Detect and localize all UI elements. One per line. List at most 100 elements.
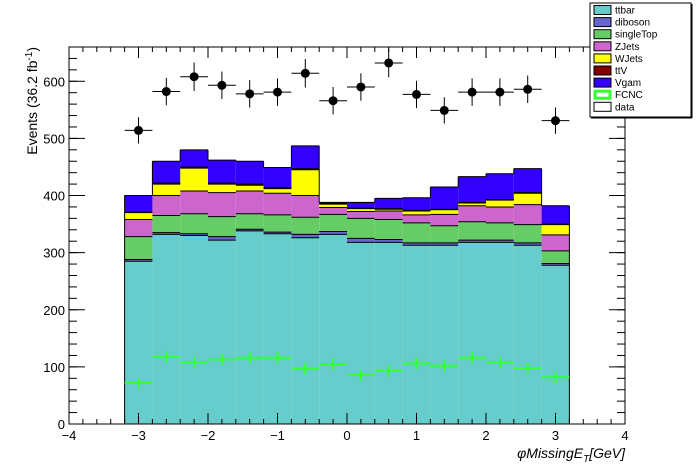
- data-marker-2: [189, 72, 199, 82]
- fcnc-marker-3: [208, 353, 236, 366]
- bar-ZJets-9: [374, 210, 403, 220]
- bar-Vgam-13: [486, 173, 514, 200]
- legend-entry-ttbar: ttbar: [593, 5, 636, 17]
- bar-ZJets-6: [291, 195, 320, 218]
- fcnc-marker-2: [180, 356, 208, 369]
- bar-singleTop-11: [430, 225, 459, 243]
- data-marker-11: [439, 105, 449, 115]
- bar-WJets-6: [291, 169, 320, 196]
- bar-diboson-5: [263, 232, 292, 234]
- bar-ttV-2: [180, 166, 208, 169]
- data-point-15: [541, 107, 570, 134]
- bar-ttbar-7: [319, 234, 347, 424]
- bar-WJets-0: [124, 212, 153, 220]
- legend-label-Vgam: Vgam: [615, 78, 641, 89]
- fcnc-markers: [124, 351, 570, 389]
- bar-ttV-1: [152, 182, 181, 185]
- bar-diboson-13: [486, 240, 514, 243]
- data-points: [124, 48, 570, 144]
- bar-singleTop-6: [291, 217, 320, 235]
- bar-diboson-12: [458, 240, 486, 243]
- data-point-1: [152, 77, 181, 106]
- bar-singleTop-4: [235, 213, 264, 230]
- x-title-sub: T: [583, 454, 590, 465]
- bar-ZJets-2: [180, 190, 208, 214]
- bar-WJets-8: [347, 208, 375, 212]
- bar-WJets-2: [180, 168, 208, 191]
- bar-ZJets-1: [152, 195, 181, 216]
- bar-diboson-6: [291, 234, 320, 238]
- data-marker-5: [273, 87, 282, 97]
- data-marker-10: [412, 89, 421, 99]
- y-tick-label-6: 600: [43, 74, 65, 89]
- legend-label-FCNC: FCNC: [615, 90, 643, 101]
- legend-entry-singleTop: singleTop: [593, 29, 658, 41]
- bar-Vgam-6: [291, 145, 320, 169]
- legend-label-diboson: diboson: [615, 18, 650, 29]
- fcnc-marker-6: [291, 362, 320, 375]
- y-title-close: ): [24, 47, 40, 52]
- legend-entry-Vgam: Vgam: [593, 77, 641, 89]
- legend-swatch-diboson: [593, 17, 612, 28]
- legend-swatch-data: [593, 101, 612, 112]
- x-tick-label-6: 2: [482, 428, 489, 443]
- bar-ttbar-8: [347, 242, 375, 424]
- data-point-12: [458, 78, 486, 106]
- x-title-main: φMissingE: [517, 445, 584, 461]
- bar-ZJets-8: [347, 211, 375, 219]
- bar-WJets-10: [402, 210, 431, 215]
- bar-Vgam-8: [347, 202, 375, 209]
- bar-ZJets-15: [541, 234, 570, 251]
- bar-WJets-11: [430, 209, 459, 215]
- bar-ttbar-9: [374, 242, 403, 424]
- bar-diboson-10: [402, 242, 431, 246]
- y-tick-label-5: 500: [43, 131, 65, 146]
- data-marker-13: [495, 87, 505, 97]
- y-title-sup: -1: [24, 51, 35, 60]
- data-point-13: [486, 78, 514, 106]
- legend-swatch-ttbar: [593, 5, 612, 15]
- data-marker-7: [328, 96, 338, 106]
- legend-label-ttV: ttV: [615, 66, 628, 77]
- fcnc-marker-10: [402, 357, 431, 370]
- legend-swatch-FCNC: [593, 89, 612, 100]
- y-tick-label-3: 300: [43, 246, 65, 261]
- legend-entry-WJets: WJets: [593, 53, 643, 65]
- series-diboson: [124, 229, 570, 266]
- bar-ttV-5: [263, 187, 292, 189]
- y-tick-label-2: 200: [43, 303, 65, 318]
- bar-diboson-3: [208, 236, 236, 241]
- series-WJets: [124, 168, 570, 235]
- bar-singleTop-3: [208, 216, 236, 237]
- bar-ZJets-11: [430, 214, 459, 226]
- bar-ZJets-4: [235, 190, 264, 214]
- bar-singleTop-2: [180, 213, 208, 234]
- bar-ttbar-4: [235, 230, 264, 424]
- data-marker-14: [523, 84, 533, 94]
- bar-ttbar-10: [402, 245, 431, 424]
- legend-swatch-ZJets: [593, 41, 612, 52]
- y-tick-label-0: 0: [58, 417, 65, 432]
- fcnc-marker-8: [347, 369, 375, 381]
- bar-singleTop-8: [347, 218, 375, 239]
- bar-ZJets-12: [458, 205, 486, 222]
- data-marker-12: [467, 87, 477, 97]
- bar-ttbar-1: [152, 234, 181, 424]
- y-tick-label-4: 400: [43, 189, 65, 204]
- bar-ZJets-3: [208, 192, 236, 217]
- data-marker-8: [356, 82, 366, 92]
- data-marker-4: [245, 89, 255, 99]
- bar-Vgam-7: [319, 202, 347, 204]
- bar-diboson-8: [347, 238, 375, 243]
- bar-ttbar-0: [124, 261, 153, 424]
- bar-WJets-12: [458, 202, 486, 206]
- bar-diboson-2: [180, 233, 208, 236]
- x-title-unit: [GeV]: [588, 445, 626, 461]
- bar-singleTop-12: [458, 221, 486, 241]
- bar-diboson-0: [124, 259, 153, 262]
- bar-ttV-4: [235, 184, 264, 186]
- fcnc-marker-14: [513, 362, 542, 374]
- bar-diboson-4: [235, 229, 264, 231]
- bar-ttbar-14: [513, 245, 542, 424]
- bar-ttbar-2: [180, 235, 208, 424]
